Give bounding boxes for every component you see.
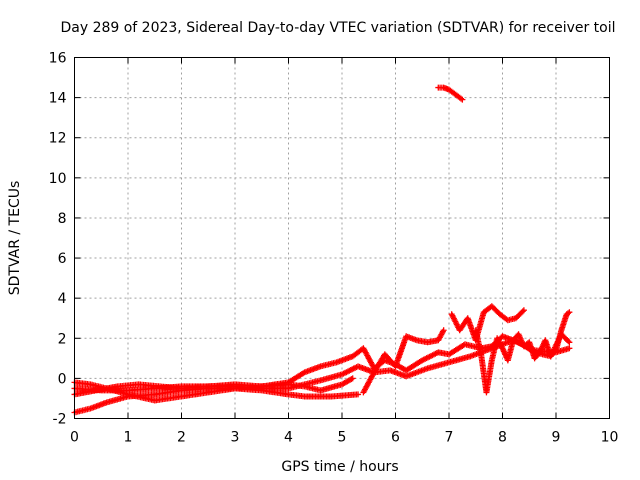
x-axis-label: GPS time / hours: [281, 459, 398, 475]
data-point: [519, 308, 526, 315]
data-point: [458, 95, 465, 102]
data-point: [566, 345, 573, 352]
data-points: [71, 84, 573, 416]
series-track-5: [360, 327, 447, 396]
data-point: [565, 338, 572, 345]
x-tick-label: 1: [124, 430, 133, 446]
x-tick-label: 8: [498, 430, 507, 446]
data-point: [520, 307, 527, 314]
y-tick-label: 12: [49, 131, 67, 147]
data-point: [566, 309, 573, 316]
grid: [74, 57, 610, 419]
series-track-6: [448, 303, 527, 344]
x-tick-label: 4: [284, 430, 293, 446]
x-tick-label: 7: [445, 430, 454, 446]
series-track-7: [472, 309, 573, 396]
data-point: [355, 391, 362, 398]
x-tick-label: 2: [177, 430, 186, 446]
data-point: [348, 376, 355, 383]
y-tick-label: 16: [49, 51, 67, 67]
x-tick-label: 5: [338, 430, 347, 446]
y-tick-label: 10: [49, 171, 67, 187]
y-tick-label: 0: [58, 371, 67, 387]
data-point: [349, 375, 356, 382]
x-tick-label: 6: [391, 430, 400, 446]
data-point: [440, 327, 447, 334]
chart-title: Day 289 of 2023, Sidereal Day-to-day VTE…: [60, 20, 615, 36]
y-tick-label: 4: [58, 291, 67, 307]
x-tick-label: 3: [231, 430, 240, 446]
data-point: [459, 96, 466, 103]
y-axis-label: SDTVAR / TECUs: [7, 181, 23, 296]
x-tick-label: 9: [552, 430, 561, 446]
x-tick-label: 0: [70, 430, 79, 446]
y-tick-label: 2: [58, 331, 67, 347]
series-track-8: [435, 84, 466, 103]
y-tick-label: 8: [58, 211, 67, 227]
y-tick-label: 6: [58, 251, 67, 267]
x-tick-label: 10: [601, 430, 619, 446]
data-point: [566, 339, 573, 346]
y-tick-label: 14: [49, 91, 67, 107]
y-tick-label: -2: [53, 412, 67, 428]
data-point: [565, 310, 572, 317]
